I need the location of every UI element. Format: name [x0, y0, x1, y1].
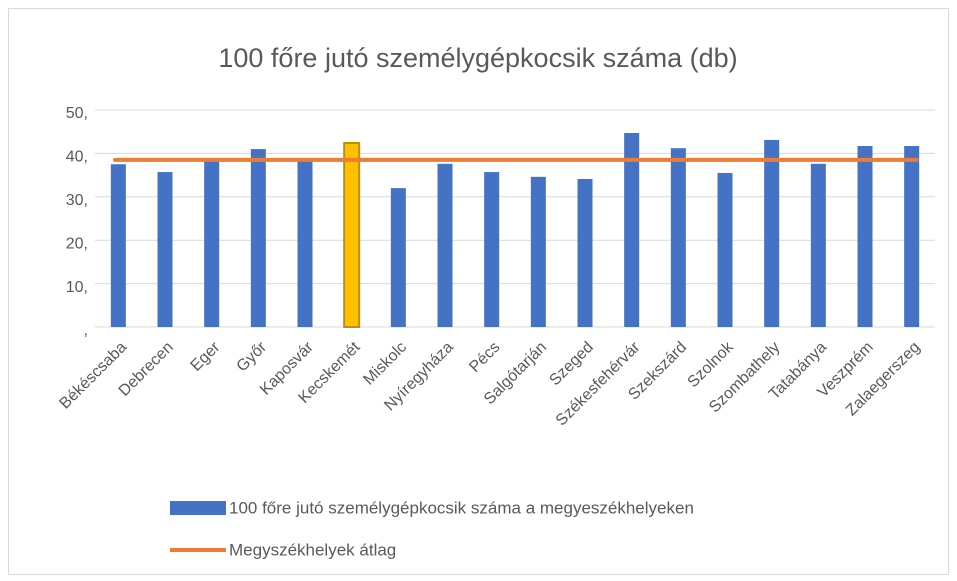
- bar: [390, 188, 406, 327]
- bar: [297, 159, 313, 327]
- bar: [110, 164, 126, 327]
- chart-title: 100 főre jutó személygépkocsik száma (db…: [218, 43, 737, 73]
- bar: [857, 146, 873, 327]
- legend-label: 100 főre jutó személygépkocsik száma a m…: [229, 498, 694, 517]
- bar: [810, 163, 826, 327]
- y-tick-label: 40,: [66, 149, 88, 166]
- bar: [764, 139, 780, 327]
- chart-border: [8, 8, 949, 575]
- y-tick-label: 50,: [66, 105, 88, 122]
- bar: [624, 133, 640, 327]
- bar: [670, 148, 686, 327]
- y-tick-label: 30,: [66, 192, 88, 209]
- bar: [484, 172, 500, 327]
- bar: [157, 172, 173, 327]
- legend-swatch: [170, 501, 226, 515]
- bar: [530, 176, 546, 327]
- y-tick-label: 10,: [66, 279, 88, 296]
- bar: [250, 149, 266, 327]
- bar: [343, 141, 361, 328]
- bar: [577, 179, 593, 327]
- legend-label: Megyszékhelyek átlag: [229, 540, 396, 559]
- y-tick-label: 20,: [66, 235, 88, 252]
- bar: [437, 163, 453, 327]
- bar: [904, 146, 920, 327]
- bar: [204, 161, 220, 327]
- bar: [717, 172, 733, 327]
- y-tick-label: ,: [84, 322, 88, 339]
